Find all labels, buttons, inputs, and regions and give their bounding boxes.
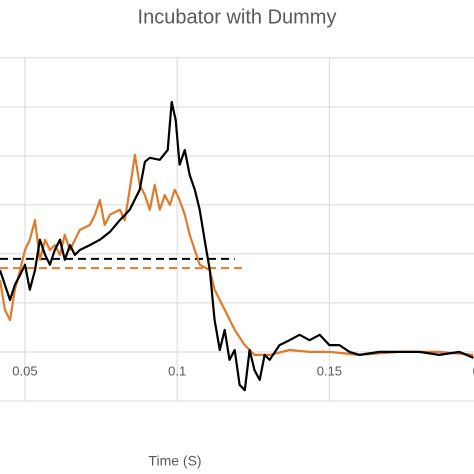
x-tick-label: 0.1 xyxy=(168,363,186,378)
series-line xyxy=(0,100,474,392)
x-axis-label: Time (S) xyxy=(148,453,201,469)
x-tick-label: 0.2 xyxy=(473,363,474,378)
series-line xyxy=(0,153,474,356)
chart-title: Incubator with Dummy xyxy=(138,6,337,28)
x-tick-label: 0.05 xyxy=(12,363,37,378)
x-tick-label: 0.15 xyxy=(317,363,342,378)
